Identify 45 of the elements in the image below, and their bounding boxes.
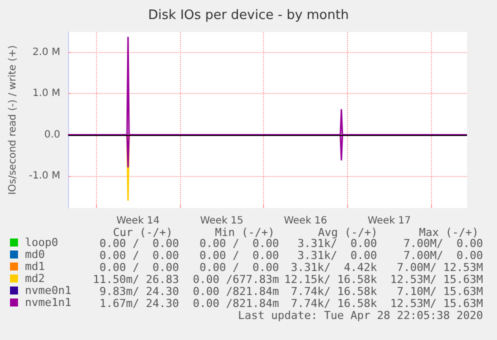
- text: 9.83m/ 24.30: [100, 285, 180, 298]
- x-tick-label: Week 17: [368, 216, 411, 226]
- legend-label: loop0: [25, 236, 58, 249]
- text: 3.31k/ 4.42k: [290, 261, 378, 274]
- text: 0.00 / 0.00: [100, 237, 180, 250]
- text: 12.53M/ 15.63M: [390, 273, 484, 286]
- text: 7.00M/ 12.53M: [396, 261, 484, 274]
- text: 12.53M/ 15.63M: [390, 297, 484, 310]
- text: 11.50m/ 26.83: [92, 273, 179, 286]
- text: 0.00 /821.84m: [192, 297, 280, 310]
- legend-label: nvme1n1: [25, 296, 72, 309]
- text: 0.00 / 0.00: [100, 249, 180, 262]
- chart-title: Disk IOs per device - by month: [148, 8, 349, 23]
- text: Last update: Tue Apr 28 22:05:38 2020: [238, 309, 484, 322]
- text: 12.15k/ 16.58k: [284, 273, 378, 286]
- text: 0.00 / 0.00: [200, 249, 280, 262]
- legend-label: nvme0n1: [25, 284, 72, 297]
- text: Cur (-/+): [113, 226, 173, 239]
- text: 0.00 /821.84m: [192, 285, 280, 298]
- y-tick-label: 0.0: [44, 129, 60, 140]
- text: 3.31k/ 0.00: [298, 249, 378, 262]
- text: 7.00M/ 0.00: [404, 249, 484, 262]
- text: 0.00 /677.83m: [192, 273, 280, 286]
- text: 1.67m/ 24.30: [100, 297, 180, 310]
- legend-label: md1: [25, 260, 45, 273]
- text: 0.00 / 0.00: [200, 261, 280, 274]
- y-tick-label: -1.0 M: [28, 170, 60, 182]
- x-tick-label: Week 16: [284, 216, 328, 226]
- text: Min (-/+): [215, 226, 275, 239]
- legend-label: md2: [25, 272, 45, 285]
- text: 7.00M/ 0.00: [404, 237, 484, 250]
- text: 0.00 / 0.00: [100, 261, 180, 274]
- text: 0.00 / 0.00: [200, 237, 280, 250]
- y-tick-label: 2.0 M: [32, 47, 60, 58]
- y-tick-label: 1.0 M: [32, 88, 60, 100]
- x-tick-label: Week 14: [116, 216, 160, 226]
- text: Avg (-/+): [318, 226, 378, 239]
- text: 3.31k/ 0.00: [298, 237, 378, 250]
- x-tick-label: Week 15: [200, 216, 244, 226]
- y-axis-title: IOs/second read (-) / write (+): [8, 45, 18, 195]
- text: 7.74k/ 16.58k: [290, 297, 378, 310]
- text: 7.10M/ 15.63M: [396, 285, 484, 298]
- legend-label: md0: [25, 248, 45, 261]
- text: 7.74k/ 16.58k: [290, 285, 378, 298]
- text: Max (-/+): [419, 226, 479, 239]
